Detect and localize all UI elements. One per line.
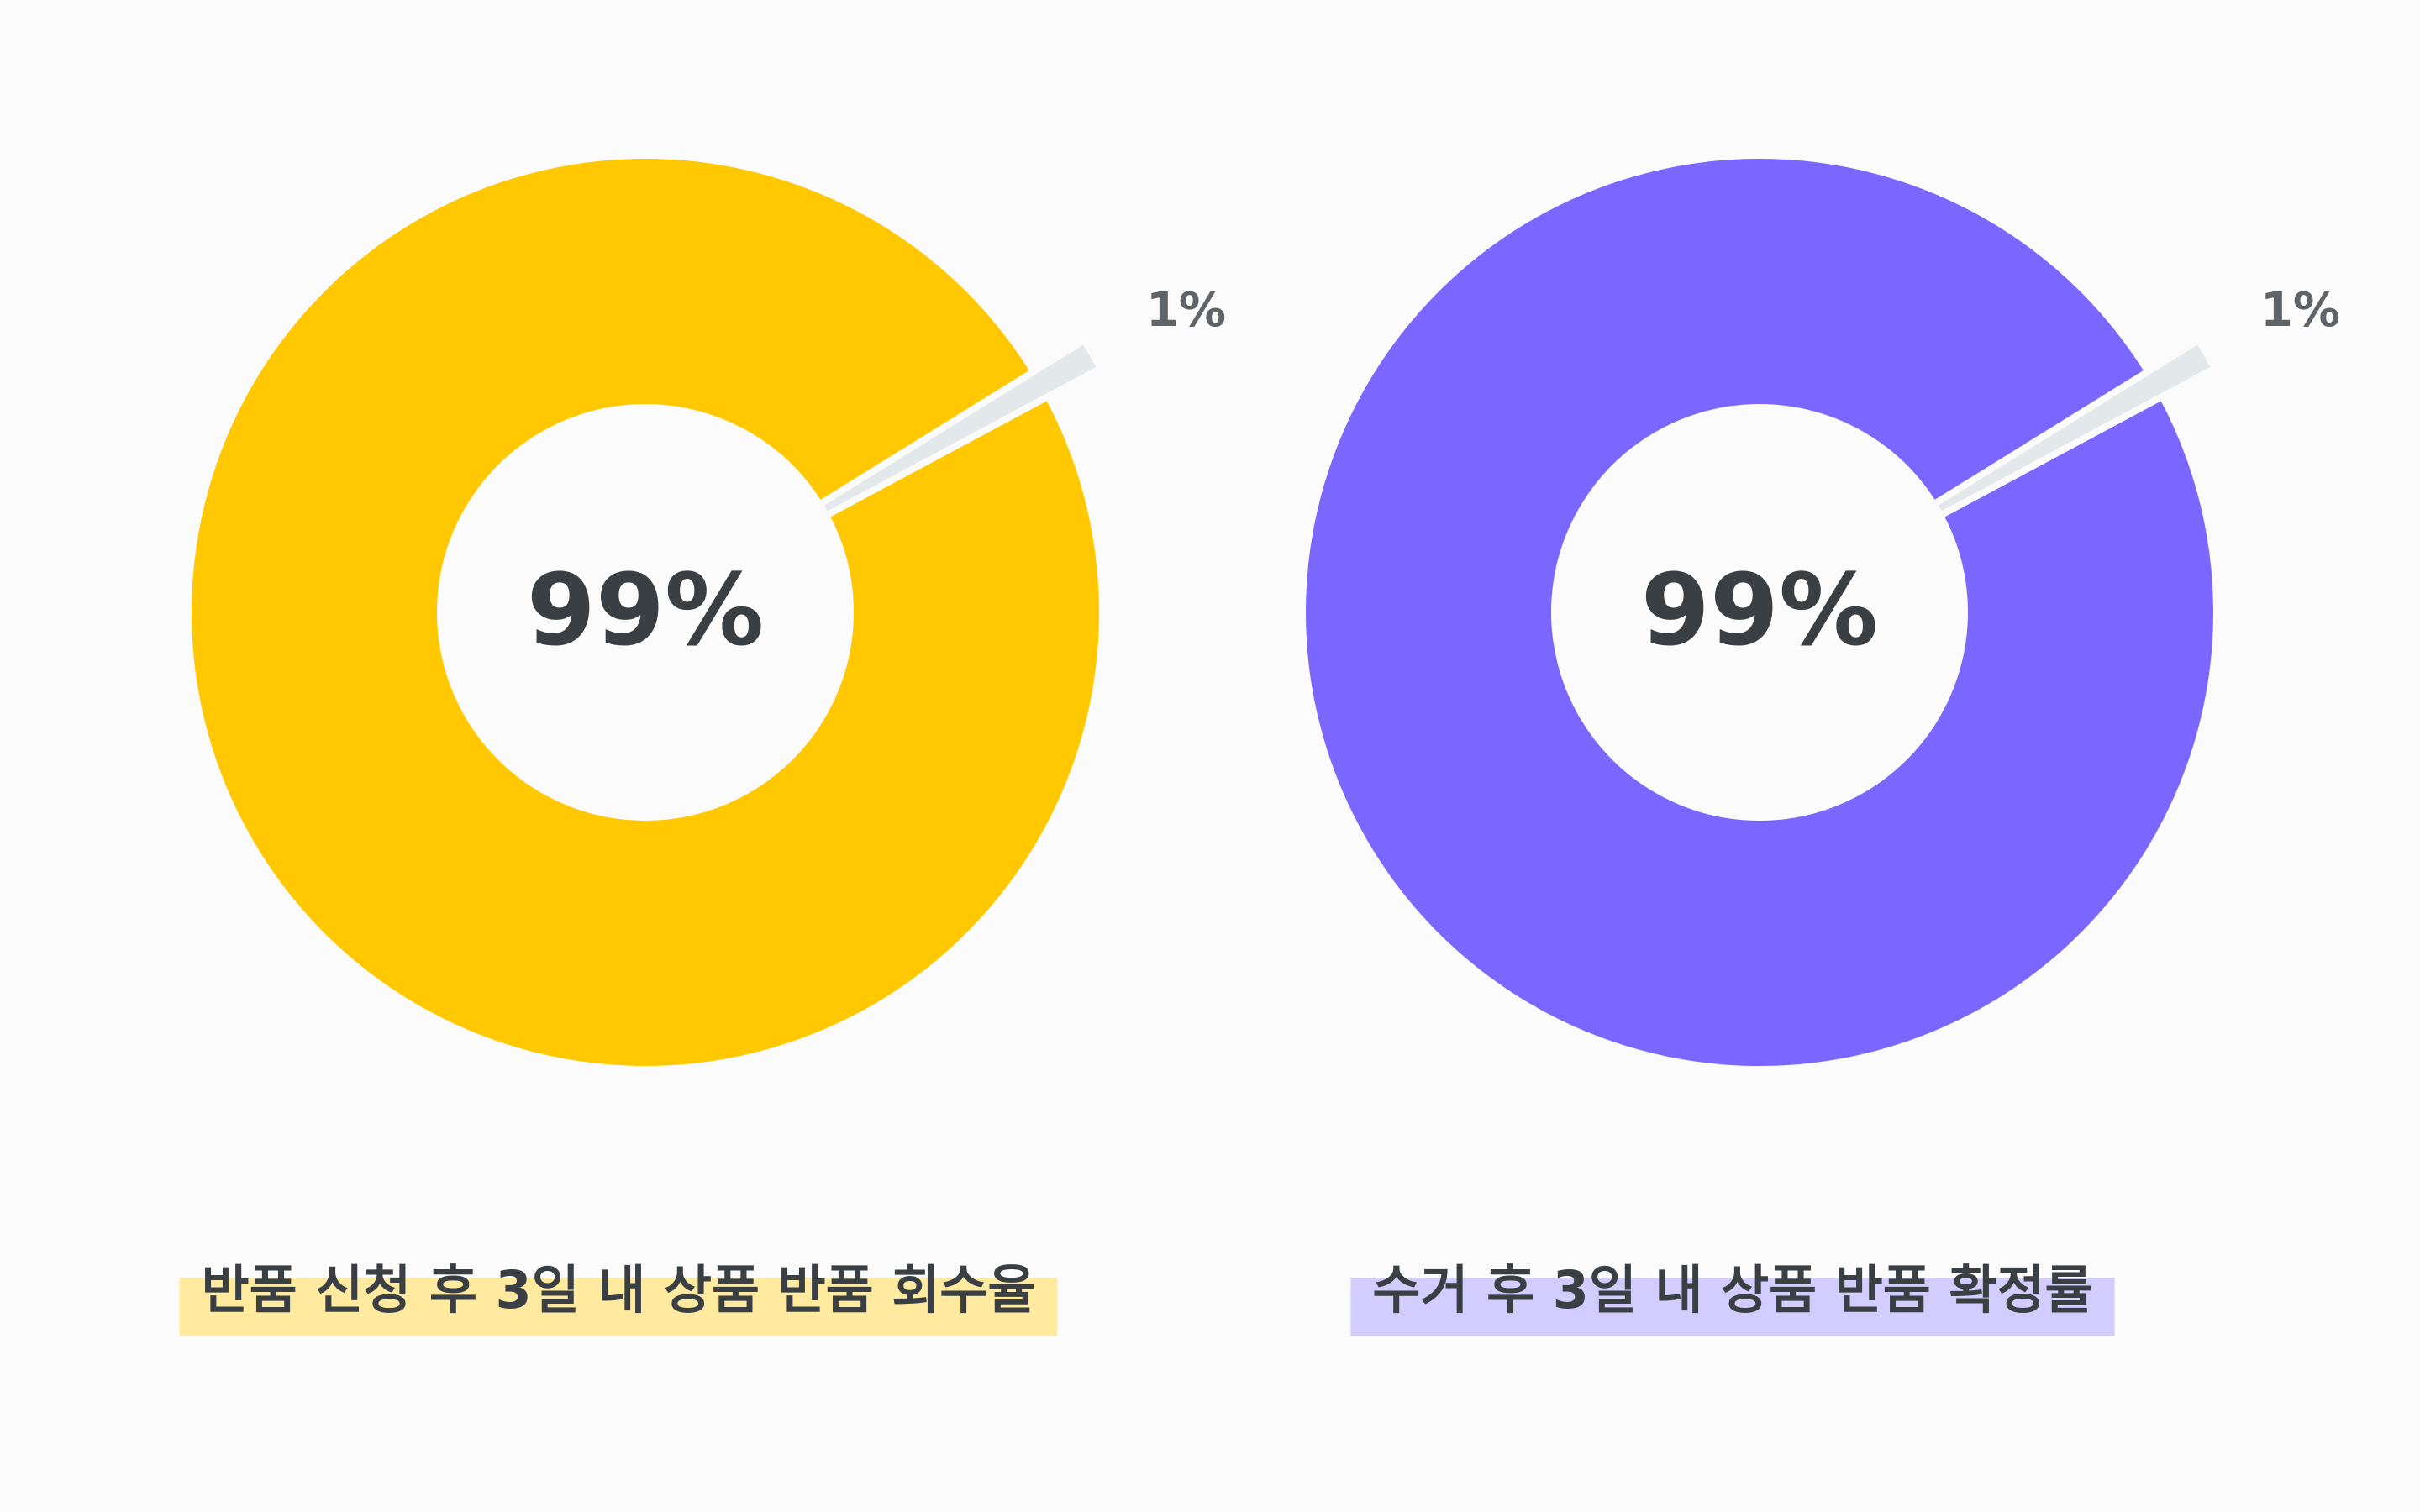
donut-slice: [1299, 152, 2221, 1074]
chart-title-group: 수거 후 3일 내 상품 반품 확정률: [1350, 1259, 2115, 1336]
center-label: 99%: [1641, 552, 1878, 668]
chart-title: 수거 후 3일 내 상품 반품 확정률: [1372, 1259, 2092, 1320]
slice-label: 1%: [1146, 283, 1226, 338]
center-label: 99%: [527, 552, 764, 668]
donut-chart: 99% 1% 반품 신청 후 3일 내 상품 반품 회수율: [179, 152, 1226, 1336]
donut-chart: 99% 1% 수거 후 3일 내 상품 반품 확정률: [1299, 152, 2340, 1336]
chart-title-group: 반품 신청 후 3일 내 상품 반품 회수율: [179, 1259, 1058, 1336]
donut-slice: [814, 335, 1106, 521]
slice-label: 1%: [2260, 283, 2340, 338]
chart-title: 반품 신청 후 3일 내 상품 반품 회수율: [202, 1259, 1036, 1320]
donut-slice: [185, 152, 1107, 1074]
title-highlight: [1350, 1277, 2115, 1336]
title-highlight: [179, 1277, 1058, 1336]
donut-slice: [1928, 335, 2220, 521]
